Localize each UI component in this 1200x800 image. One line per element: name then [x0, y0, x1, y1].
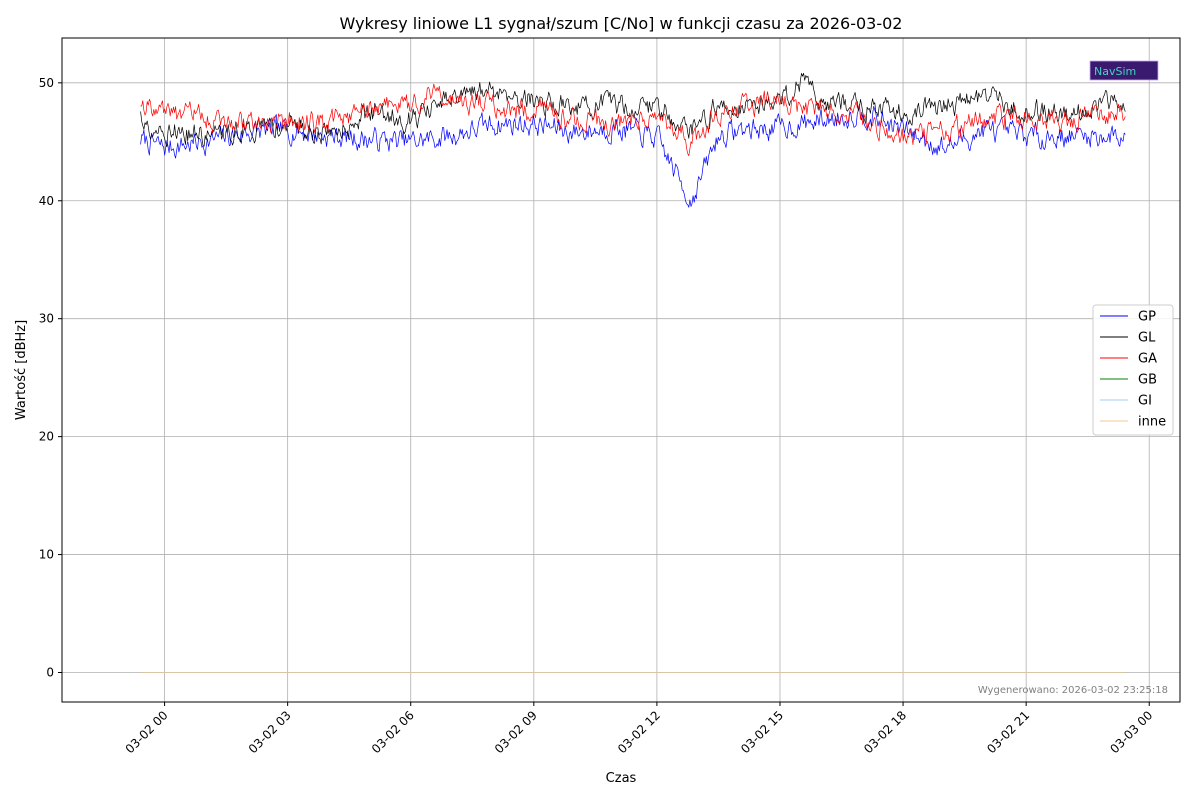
y-axis-label: Wartość [dBHz] [14, 320, 29, 420]
y-tick-label: 50 [39, 76, 54, 90]
legend-label-inne: inne [1138, 415, 1166, 430]
legend-label-gb: GB [1138, 373, 1157, 388]
y-axis-ticks: 0 10 20 30 40 50 [39, 76, 62, 680]
series-line-gp [140, 104, 1126, 208]
x-axis-label: Czas [606, 771, 637, 786]
generated-timestamp: Wygenerowano: 2026-03-02 23:25:18 [978, 685, 1168, 696]
legend-label-gi: GI [1138, 394, 1152, 409]
series-line-gl [140, 72, 1126, 148]
chart-title: Wykresy liniowe L1 sygnał/szum [C/No] w … [340, 14, 903, 33]
y-tick-label: 10 [39, 548, 54, 562]
logo-background [1089, 60, 1159, 81]
series-layer [140, 72, 1126, 673]
legend-label-gl: GL [1138, 331, 1156, 346]
series-line-ga [140, 83, 1126, 157]
legend-label-ga: GA [1138, 352, 1157, 367]
y-tick-label: 20 [39, 430, 54, 444]
legend: GP GL GA GB GI inne [1092, 304, 1174, 436]
y-tick-label: 40 [39, 194, 54, 208]
y-tick-label: 30 [39, 312, 54, 326]
logo-badge: NavSim [1089, 60, 1159, 81]
y-tick-label: 0 [46, 666, 54, 680]
legend-label-gp: GP [1138, 310, 1156, 325]
logo-text: NavSim [1094, 65, 1136, 78]
plot-area-frame [61, 37, 1181, 703]
